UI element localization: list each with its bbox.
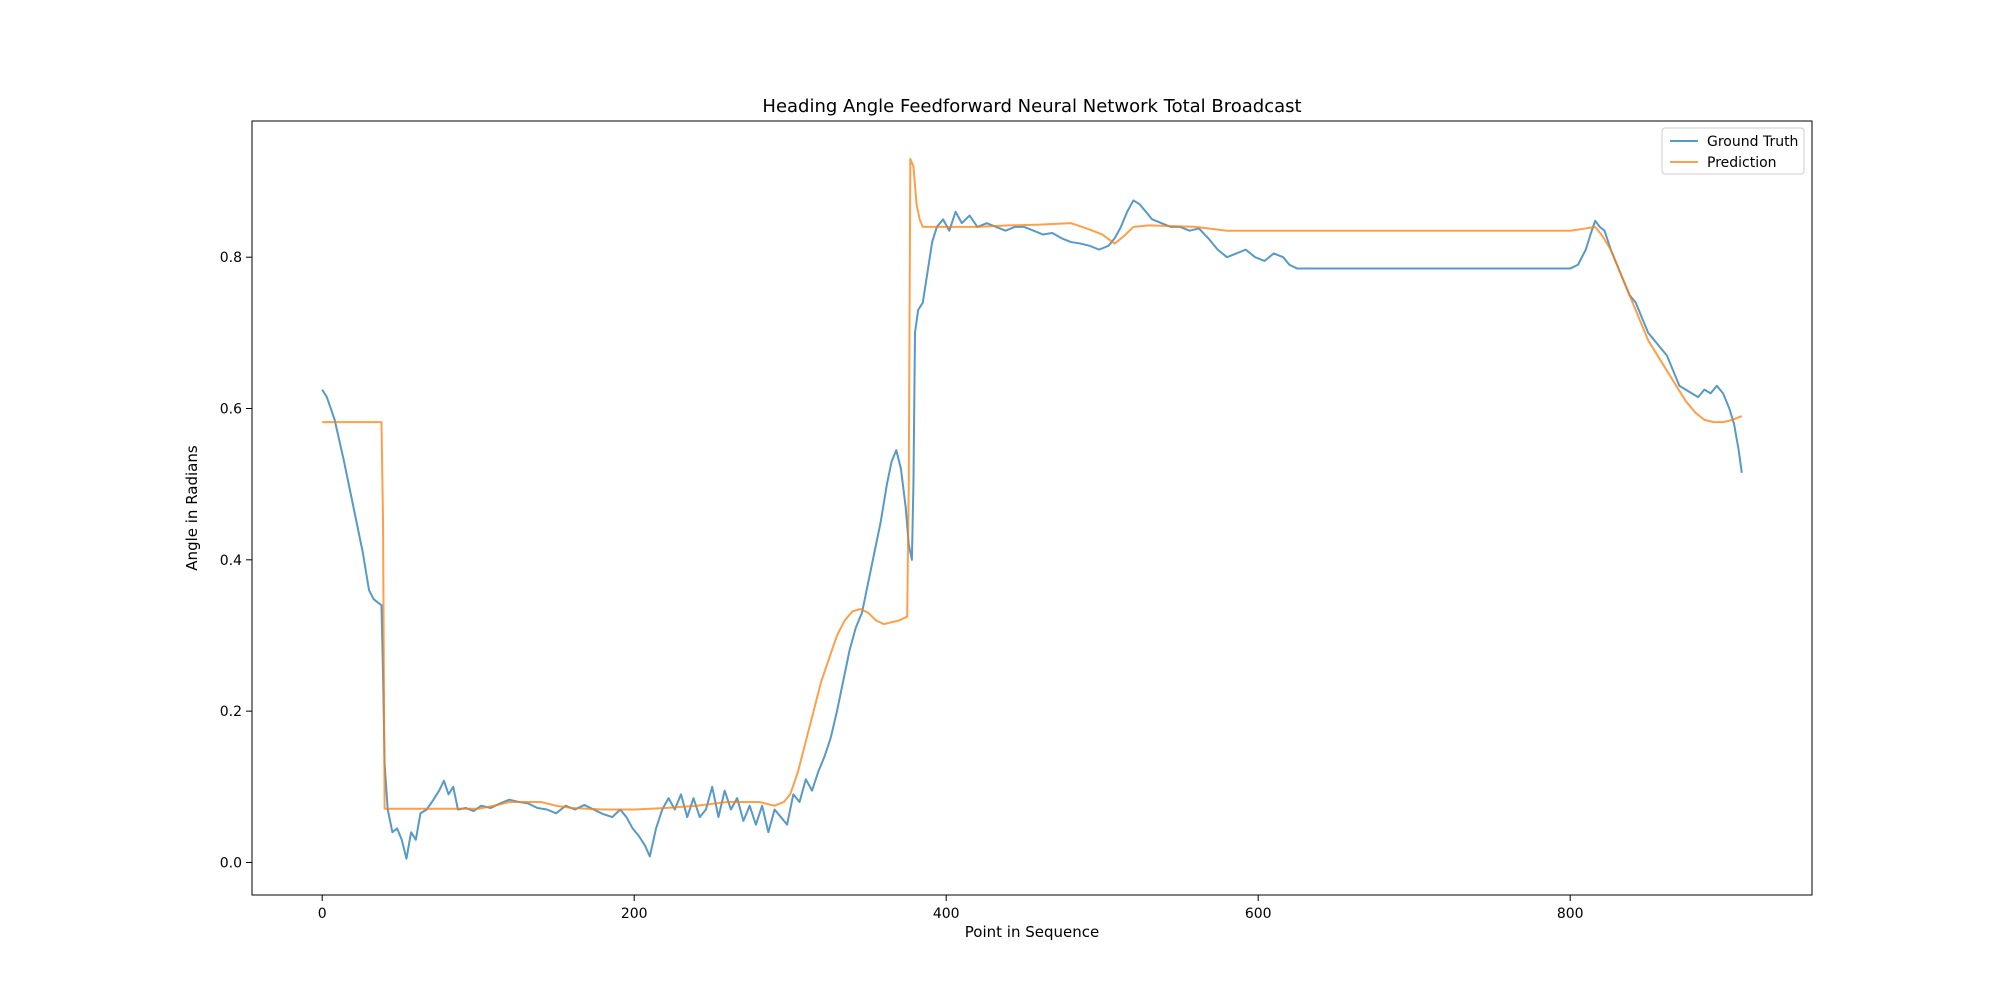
legend: Ground Truth Prediction: [1661, 127, 1805, 175]
x-axis: 0 200 400 600 800: [318, 895, 1584, 922]
series-line-0: [321, 199, 1743, 860]
x-tick-label: 200: [621, 906, 648, 922]
x-tick-label: 800: [1557, 906, 1584, 922]
y-tick-label: 0.8: [220, 250, 242, 266]
y-tick-label: 0.2: [220, 704, 242, 720]
x-axis-title: Point in Sequence: [965, 923, 1099, 941]
x-tick-label: 600: [1245, 906, 1272, 922]
y-axis-title: Angle in Radians: [183, 445, 201, 571]
series-layer: [321, 157, 1743, 860]
legend-label-0: Ground Truth: [1707, 134, 1798, 150]
y-tick-label: 0.4: [220, 553, 242, 569]
chart-title: Heading Angle Feedforward Neural Network…: [762, 96, 1301, 117]
y-tick-label: 0.6: [220, 402, 242, 418]
plot-frame: [251, 120, 1813, 896]
x-tick-label: 400: [933, 906, 960, 922]
y-tick-label: 0.0: [220, 855, 242, 871]
series-line-1: [322, 157, 1743, 811]
legend-label-1: Prediction: [1707, 155, 1777, 171]
x-tick-label: 0: [318, 906, 327, 922]
y-axis: 0.0 0.2 0.4 0.6 0.8: [220, 250, 252, 871]
